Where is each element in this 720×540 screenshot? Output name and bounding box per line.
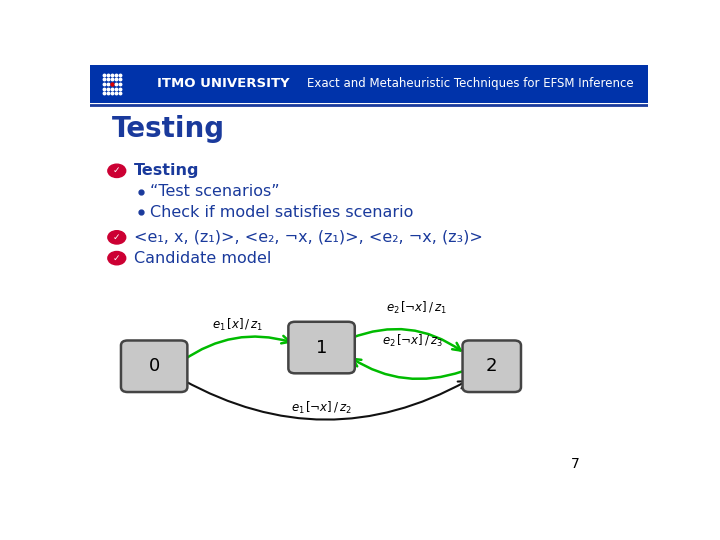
Text: Candidate model: Candidate model bbox=[133, 251, 271, 266]
Text: 7: 7 bbox=[571, 457, 580, 471]
Text: ✓: ✓ bbox=[113, 166, 120, 176]
Circle shape bbox=[108, 252, 126, 265]
Circle shape bbox=[108, 164, 126, 178]
Text: ✓: ✓ bbox=[113, 254, 120, 262]
Text: Check if model satisfies scenario: Check if model satisfies scenario bbox=[150, 205, 413, 220]
Text: 1: 1 bbox=[316, 339, 328, 356]
Text: $e_1\,[x]\,/\,z_1$: $e_1\,[x]\,/\,z_1$ bbox=[212, 316, 264, 333]
FancyBboxPatch shape bbox=[462, 341, 521, 392]
Text: $e_2\,[\neg x]\,/\,z_1$: $e_2\,[\neg x]\,/\,z_1$ bbox=[386, 300, 447, 316]
Text: $e_2\,[\neg x]\,/\,z_3$: $e_2\,[\neg x]\,/\,z_3$ bbox=[382, 333, 443, 349]
Text: 2: 2 bbox=[486, 357, 498, 375]
Bar bbox=[90, 65, 648, 103]
FancyBboxPatch shape bbox=[289, 322, 355, 373]
Text: “Test scenarios”: “Test scenarios” bbox=[150, 184, 280, 199]
Text: ✓: ✓ bbox=[113, 233, 120, 242]
Text: Testing: Testing bbox=[112, 115, 225, 143]
Text: 0: 0 bbox=[148, 357, 160, 375]
Text: Testing: Testing bbox=[133, 163, 199, 178]
Circle shape bbox=[108, 231, 126, 244]
Text: ITMO UNIVERSITY: ITMO UNIVERSITY bbox=[157, 77, 289, 90]
FancyBboxPatch shape bbox=[121, 341, 187, 392]
Text: <e₁, x, (z₁)>, <e₂, ¬x, (z₁)>, <e₂, ¬x, (z₃)>: <e₁, x, (z₁)>, <e₂, ¬x, (z₁)>, <e₂, ¬x, … bbox=[133, 230, 482, 245]
Text: $e_1\,[\neg x]\,/\,z_2$: $e_1\,[\neg x]\,/\,z_2$ bbox=[291, 400, 352, 416]
Text: Exact and Metaheuristic Techniques for EFSM Inference: Exact and Metaheuristic Techniques for E… bbox=[307, 77, 634, 90]
